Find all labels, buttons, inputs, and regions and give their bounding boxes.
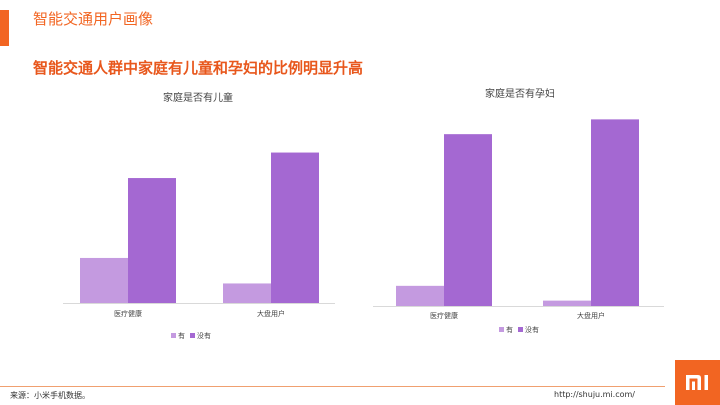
mi-logo [675, 360, 720, 405]
footer-divider [0, 386, 665, 387]
chart-title: 家庭是否有儿童 [163, 91, 233, 104]
bar-yes [543, 300, 591, 306]
category-label: 大盘用户 [257, 309, 285, 318]
header-accent-bar [0, 10, 9, 46]
bar-no [128, 178, 176, 303]
legend-label: 有 [178, 331, 185, 340]
page-title: 智能交通用户画像 [33, 10, 154, 28]
bar-no [271, 152, 319, 303]
mi-logo-icon [686, 375, 708, 390]
category-label: 大盘用户 [577, 311, 605, 320]
bar-no [444, 134, 492, 306]
legend-label: 有 [506, 325, 513, 334]
legend-label: 没有 [525, 325, 539, 334]
page-subtitle: 智能交通人群中家庭有儿童和孕妇的比例明显升高 [33, 59, 364, 77]
footer-url[interactable]: http://shuju.mi.com/ [554, 390, 635, 399]
bar-yes [223, 283, 271, 303]
legend-swatch [190, 333, 195, 338]
bar-no [591, 119, 639, 306]
legend-swatch [171, 333, 176, 338]
category-label: 医疗健康 [114, 309, 142, 318]
footer-source: 来源：小米手机数据。 [10, 391, 90, 400]
legend-label: 没有 [197, 331, 211, 340]
bar-yes [80, 257, 128, 303]
bar-yes [396, 285, 444, 306]
legend-swatch [518, 327, 523, 332]
category-label: 医疗健康 [430, 311, 458, 320]
chart-title: 家庭是否有孕妇 [485, 87, 555, 100]
legend-swatch [499, 327, 504, 332]
